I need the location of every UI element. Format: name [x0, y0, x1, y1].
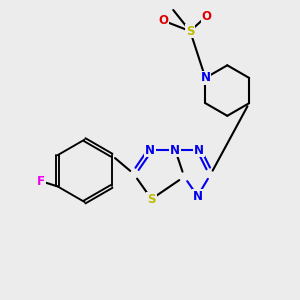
Text: F: F: [37, 175, 45, 188]
Text: O: O: [202, 10, 212, 23]
Text: N: N: [170, 143, 180, 157]
Text: O: O: [158, 14, 168, 27]
Text: N: N: [193, 190, 202, 202]
Text: S: S: [147, 193, 156, 206]
Text: S: S: [186, 25, 194, 38]
Text: N: N: [194, 143, 204, 157]
Text: N: N: [200, 71, 210, 84]
Text: N: N: [145, 143, 155, 157]
